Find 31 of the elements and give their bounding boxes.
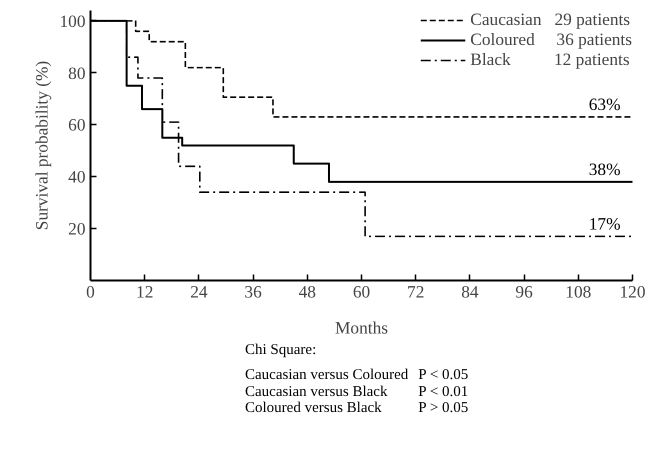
text: P < 0.01 [418, 384, 470, 400]
x-tick-label: 96 [515, 282, 534, 302]
data-label: 17% [588, 214, 621, 234]
y-tick-label: 60 [68, 116, 86, 135]
text: Caucasian versus Coloured [245, 367, 410, 384]
x-tick-label: 120 [620, 282, 646, 302]
x-tick-label: 108 [565, 282, 592, 302]
text: Chi Square: [245, 341, 318, 360]
data-label: 38% [588, 160, 621, 179]
legend-label: Caucasian 29 patients [470, 10, 630, 30]
y-tick-label: 20 [68, 220, 86, 239]
legend-label: Coloured 36 patients [470, 30, 632, 50]
text: P > 0.05 [418, 400, 470, 417]
data-label: 63% [588, 94, 621, 114]
x-tick-label: 48 [298, 282, 316, 302]
text: Coloured versus Black [245, 400, 383, 417]
text: Caucasian versus Black [245, 384, 388, 400]
x-tick-label: 36 [244, 282, 262, 302]
x-tick-label: 72 [407, 282, 424, 302]
x-tick-label: 60 [352, 282, 370, 302]
y-tick-label: 100 [60, 12, 86, 31]
y-tick-label: 40 [68, 168, 86, 187]
x-tick-label: 0 [86, 282, 95, 302]
x-tick-label: 24 [190, 282, 208, 302]
text: P < 0.05 [418, 367, 470, 384]
x-axis-title: Months [335, 318, 388, 338]
x-tick-label: 12 [136, 282, 154, 302]
x-tick-label: 84 [461, 282, 479, 302]
y-tick-label: 80 [68, 64, 86, 83]
y-axis-title: Survival probability (%) [32, 60, 52, 230]
legend-label: Black 12 patients [470, 50, 630, 70]
